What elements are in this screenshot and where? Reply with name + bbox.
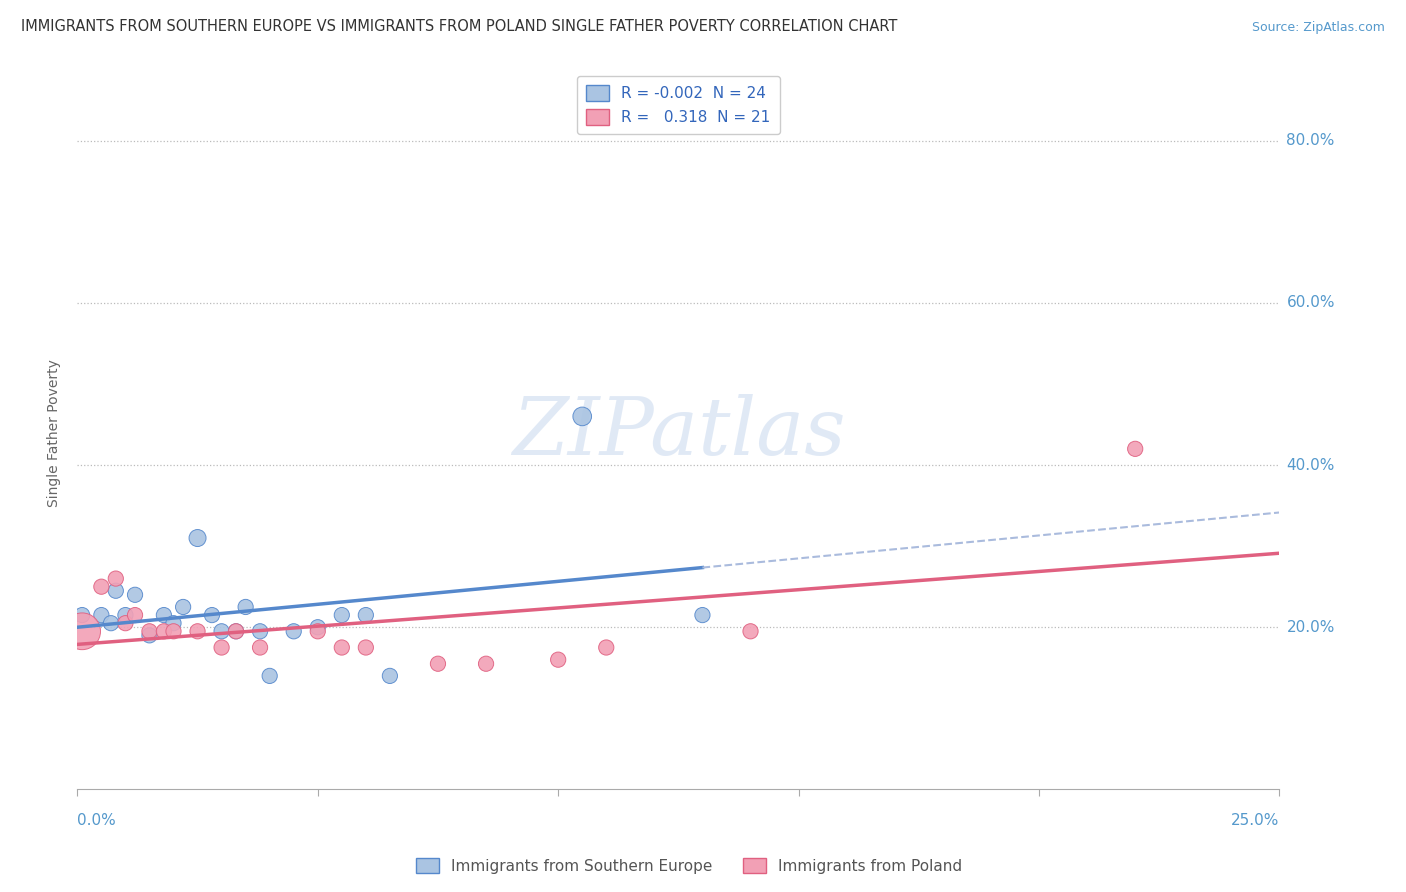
Point [330,640,353,655]
Point [186,531,209,545]
Point [692,608,714,623]
Point [104,572,127,586]
Point [307,620,329,634]
Text: IMMIGRANTS FROM SOUTHERN EUROPE VS IMMIGRANTS FROM POLAND SINGLE FATHER POVERTY : IMMIGRANTS FROM SOUTHERN EUROPE VS IMMIG… [21,20,897,34]
Point [104,583,127,598]
Text: 80.0%: 80.0% [1286,133,1334,148]
Text: ZIPatlas: ZIPatlas [512,394,845,471]
Text: 40.0%: 40.0% [1286,458,1334,473]
Point [201,608,224,623]
Point [186,624,209,639]
Point [571,409,593,424]
Point [249,640,271,655]
Point [354,640,377,655]
Point [475,657,498,671]
Point [138,628,160,642]
Point [740,624,762,639]
Point [162,624,184,639]
Point [162,616,184,631]
Point [124,588,146,602]
Legend: Immigrants from Southern Europe, Immigrants from Poland: Immigrants from Southern Europe, Immigra… [409,852,969,880]
Point [114,608,136,623]
Point [153,608,176,623]
Point [595,640,617,655]
Text: Source: ZipAtlas.com: Source: ZipAtlas.com [1251,21,1385,34]
Point [283,624,305,639]
Point [70,608,93,623]
Point [427,657,450,671]
Point [114,616,136,631]
Y-axis label: Single Father Poverty: Single Father Poverty [48,359,62,507]
Point [354,608,377,623]
Point [259,669,281,683]
Point [249,624,271,639]
Point [235,599,257,614]
Point [547,653,569,667]
Point [211,624,233,639]
Text: 20.0%: 20.0% [1286,620,1334,635]
Text: 0.0%: 0.0% [77,814,117,828]
Point [211,640,233,655]
Text: 60.0%: 60.0% [1286,295,1334,310]
Point [307,624,329,639]
Point [90,580,112,594]
Legend: R = -0.002  N = 24, R =   0.318  N = 21: R = -0.002 N = 24, R = 0.318 N = 21 [576,77,780,135]
Point [378,669,401,683]
Point [124,608,146,623]
Point [153,624,176,639]
Point [1123,442,1146,456]
Text: 25.0%: 25.0% [1232,814,1279,828]
Point [70,624,93,639]
Point [90,608,112,623]
Point [172,599,194,614]
Point [138,624,160,639]
Point [100,616,122,631]
Point [330,608,353,623]
Point [225,624,247,639]
Point [225,624,247,639]
